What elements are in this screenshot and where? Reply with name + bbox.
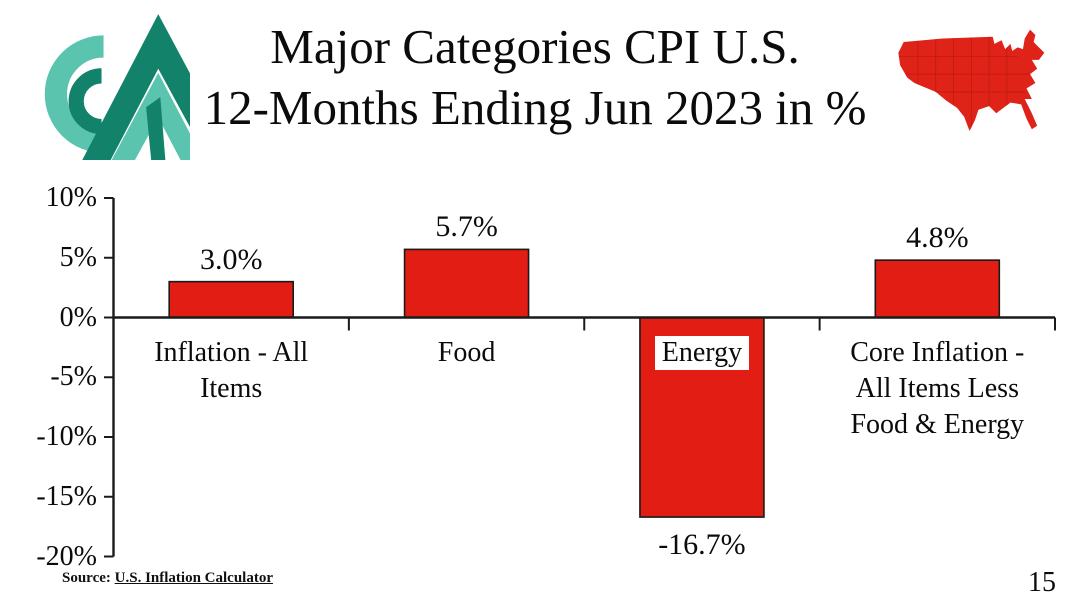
- us-map-icon: [898, 29, 1045, 132]
- logo-mountain-dark: [82, 14, 190, 160]
- bar: [874, 259, 1001, 319]
- bar: [403, 248, 530, 319]
- us-map-shape: [898, 29, 1045, 132]
- bar: [168, 280, 294, 319]
- company-logo: [44, 14, 190, 160]
- bar: [639, 316, 765, 518]
- source-link[interactable]: U.S. Inflation Calculator: [114, 570, 273, 586]
- slide-title: Major Categories CPI U.S. 12-Months Endi…: [165, 16, 905, 138]
- logo-outer-c: [44, 35, 105, 153]
- source-note: Source: U.S. Inflation Calculator: [62, 570, 273, 587]
- us-map-state-lines: [898, 34, 1032, 132]
- slide-title-line1: Major Categories CPI U.S.: [270, 19, 800, 74]
- logo-mountain-mid-stroke: [146, 97, 166, 160]
- chart-canvas: [104, 197, 1056, 558]
- source-prefix: Source:: [62, 570, 115, 586]
- logo-inner-c: [68, 68, 103, 135]
- slide-title-line2: 12-Months Ending Jun 2023 in %: [203, 80, 867, 135]
- page-number: 15: [1028, 567, 1056, 598]
